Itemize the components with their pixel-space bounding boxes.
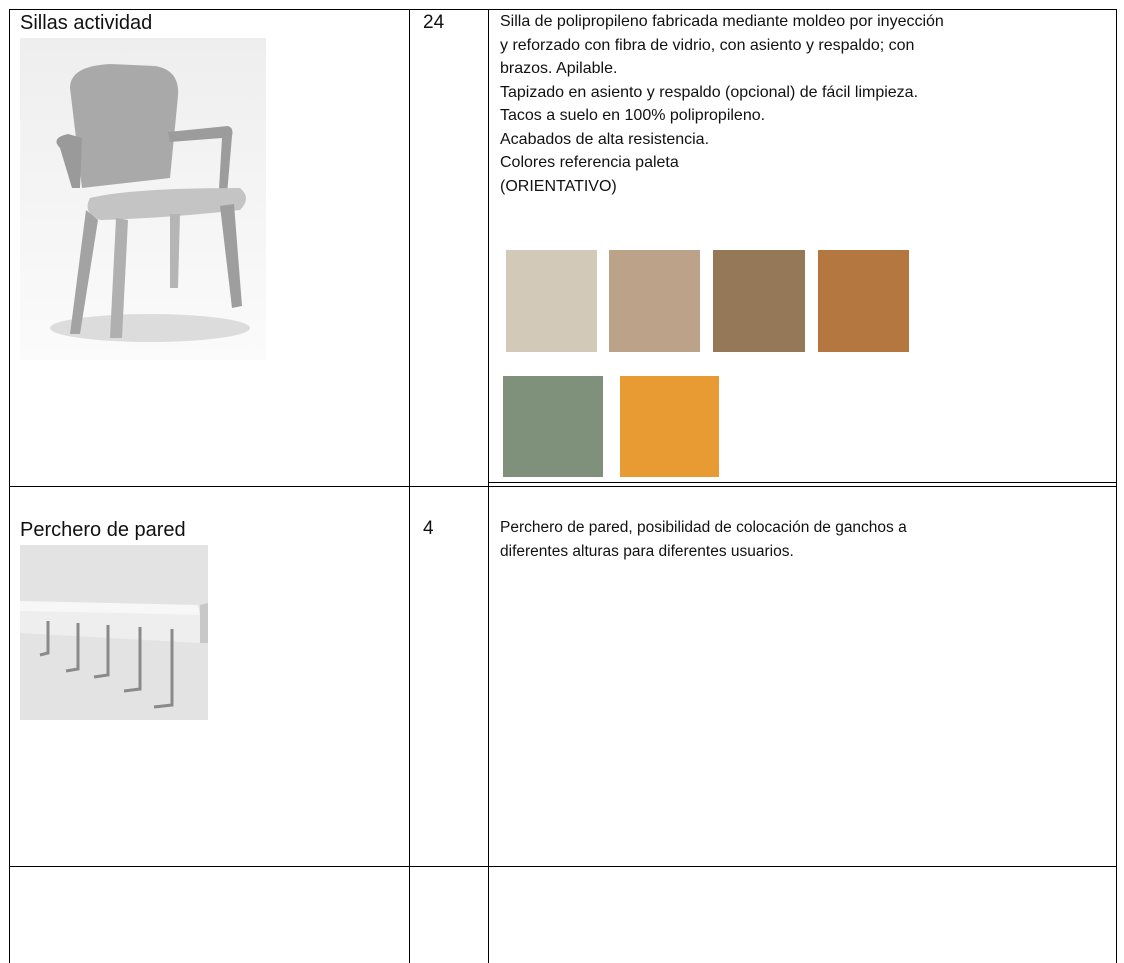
quantity: 24 — [423, 12, 445, 33]
color-swatch — [503, 376, 603, 477]
description-line: Tapizado en asiento y respaldo (opcional… — [500, 84, 919, 101]
description-line: diferentes alturas para diferentes usuar… — [500, 543, 794, 560]
description-line: Silla de polipropileno fabricada mediant… — [500, 13, 944, 30]
description-line: brazos. Apilable. — [500, 60, 618, 77]
color-swatch — [609, 250, 700, 352]
color-swatch — [818, 250, 909, 352]
chair-image — [20, 38, 266, 360]
table-border — [488, 9, 489, 963]
table-border — [409, 9, 410, 963]
description-line: y reforzado con fibra de vidrio, con asi… — [500, 37, 915, 54]
product-name: Sillas actividad — [20, 12, 153, 34]
color-swatch — [713, 250, 805, 352]
description-line: (ORIENTATIVO) — [500, 178, 617, 195]
table-border — [9, 866, 1117, 867]
table-border — [9, 9, 10, 963]
color-swatch — [506, 250, 597, 352]
coat-rack-image — [20, 545, 208, 720]
description-line: Tacos a suelo en 100% polipropileno. — [500, 107, 766, 124]
description-line: Colores referencia paleta — [500, 154, 679, 171]
description-line: Acabados de alta resistencia. — [500, 131, 710, 148]
table-border — [488, 482, 1117, 483]
product-name: Perchero de pared — [20, 519, 186, 541]
table-border — [9, 9, 1117, 10]
table-border — [9, 486, 1117, 487]
quantity: 4 — [423, 518, 434, 539]
description-line: Perchero de pared, posibilidad de coloca… — [500, 519, 907, 536]
table-border — [1116, 9, 1117, 963]
color-swatch — [620, 376, 719, 477]
